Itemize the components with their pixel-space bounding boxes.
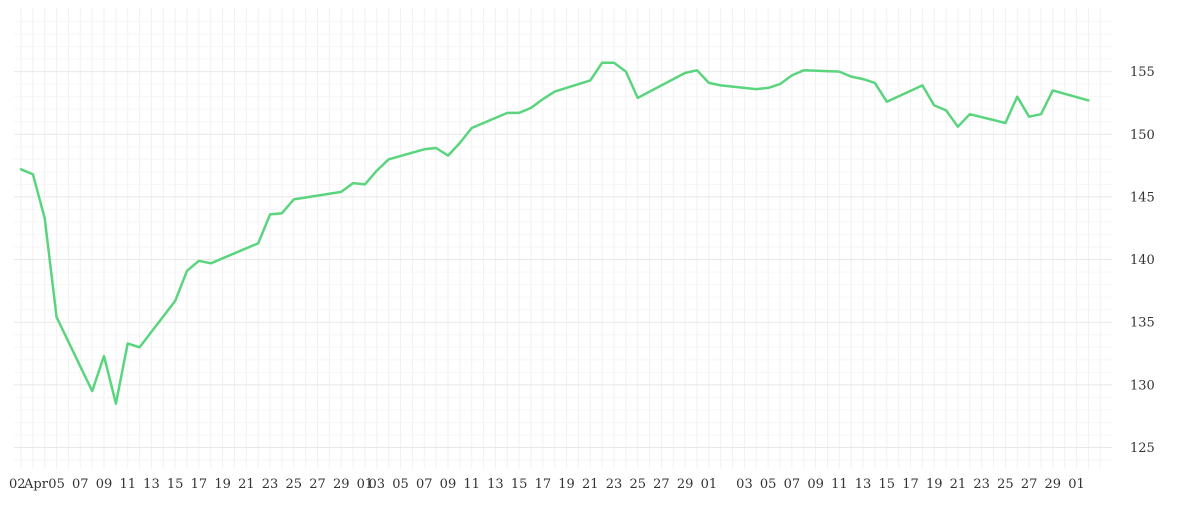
x-tick-label: 03 [736, 477, 753, 492]
x-tick-label: 09 [807, 477, 824, 492]
x-tick-label: 09 [440, 477, 457, 492]
x-tick-label: 27 [653, 477, 670, 492]
x-tick-label: 27 [1021, 477, 1038, 492]
x-tick-label: 23 [606, 477, 623, 492]
x-tick-label: 29 [1045, 477, 1062, 492]
x-tick-label: 25 [286, 477, 303, 492]
x-tick-label: 25 [629, 477, 646, 492]
x-tick-label: 03 [369, 477, 386, 492]
y-axis: 125 130 135 140 145 150 155 [1130, 65, 1155, 456]
x-tick-label: 15 [167, 477, 184, 492]
x-tick-label: 15 [879, 477, 896, 492]
series-layer [19, 61, 1090, 405]
x-tick-label: 19 [214, 477, 231, 492]
x-tick-label: 21 [238, 477, 255, 492]
x-tick-label: 23 [262, 477, 279, 492]
x-tick-label: 21 [950, 477, 967, 492]
series-line [19, 61, 1090, 405]
x-tick-label: 02 [9, 477, 26, 492]
x-tick-label: 17 [191, 477, 208, 492]
y-tick-label: 135 [1130, 316, 1155, 331]
x-tick-label: 13 [855, 477, 872, 492]
x-tick-label: 07 [416, 477, 433, 492]
x-tick-label: 07 [72, 477, 89, 492]
x-tick-label: 13 [143, 477, 160, 492]
x-tick-label: 17 [902, 477, 919, 492]
y-tick-label: 155 [1130, 65, 1155, 80]
x-tick-label: 01 [701, 477, 718, 492]
x-tick-label: 23 [973, 477, 990, 492]
x-tick-label: 29 [677, 477, 694, 492]
y-tick-label: 125 [1130, 441, 1155, 456]
x-tick-label: 01 [357, 477, 374, 492]
y-tick-label: 150 [1130, 128, 1155, 143]
x-tick-label: 19 [926, 477, 943, 492]
y-tick-label: 140 [1130, 253, 1155, 268]
x-tick-label: 09 [96, 477, 113, 492]
x-tick-label: 05 [48, 477, 65, 492]
y-tick-label: 145 [1130, 190, 1155, 205]
x-tick-label: 27 [309, 477, 326, 492]
x-tick-label: 07 [784, 477, 801, 492]
x-tick-label: 11 [463, 477, 480, 492]
x-tick-label: 17 [535, 477, 552, 492]
grid-layer [14, 8, 1112, 468]
x-tick-label: 11 [119, 477, 136, 492]
x-tick-label: 11 [831, 477, 848, 492]
x-tick-label: 29 [333, 477, 350, 492]
x-tick-label: 21 [582, 477, 599, 492]
x-tick-label: 01 [1068, 477, 1085, 492]
x-tick-label: 05 [392, 477, 409, 492]
x-tick-label: 19 [558, 477, 575, 492]
x-tick-label: 13 [487, 477, 504, 492]
y-tick-label: 130 [1130, 378, 1155, 393]
x-tick-label: 05 [760, 477, 777, 492]
x-tick-label: Apr [23, 477, 49, 492]
x-tick-label: 25 [997, 477, 1014, 492]
x-tick-label: 15 [511, 477, 528, 492]
